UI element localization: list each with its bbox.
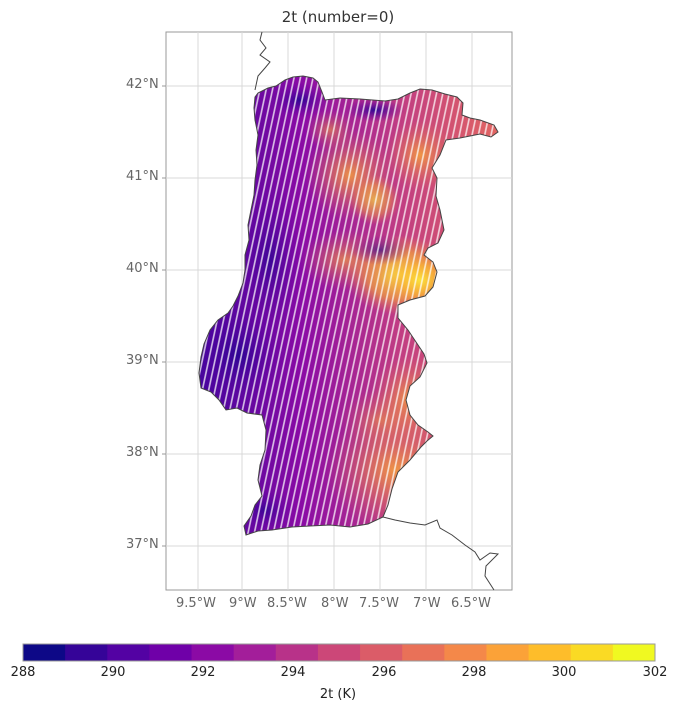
colorbar-segment (107, 644, 150, 661)
lat-label-40: 40°N (126, 261, 159, 276)
map-title: 2t (number=0) (281, 8, 395, 26)
coastline-borders (198, 31, 500, 591)
colorbar-segment (444, 644, 487, 661)
colorbar-segment (191, 644, 235, 661)
colorbar-segment (275, 644, 319, 661)
colorbar-segment (23, 644, 66, 661)
colorbar-segment (317, 644, 361, 661)
colorbar-tick-300: 300 (551, 665, 577, 680)
colorbar-tick-292: 292 (190, 665, 216, 680)
colorbar-segment (402, 644, 445, 661)
colorbar-segment (612, 644, 656, 661)
lon-label-8: 8°W (321, 596, 349, 611)
colorbar-segment (486, 644, 530, 661)
lon-label-8.5: 8.5°W (267, 596, 308, 611)
lon-label-9.5: 9.5°W (176, 596, 217, 611)
colorbar-tick-290: 290 (100, 665, 126, 680)
lat-label-37: 37°N (126, 537, 159, 552)
axis-ticks (162, 85, 166, 547)
colorbar-segment (65, 644, 108, 661)
colorbar-segment (570, 644, 614, 661)
colorbar-tick-294: 294 (280, 665, 306, 680)
colorbar (22, 643, 656, 662)
lat-label-41: 41°N (126, 169, 159, 184)
colorbar-frame (22, 643, 656, 662)
colorbar-label: 2t (K) (319, 687, 357, 702)
lon-label-7.5: 7.5°W (359, 596, 400, 611)
colorbar-tick-298: 298 (461, 665, 487, 680)
lat-label-39: 39°N (126, 353, 159, 368)
colorbar-segment (528, 644, 572, 661)
lon-label-7: 7°W (413, 596, 441, 611)
lat-label-38: 38°N (126, 445, 159, 460)
lon-label-9: 9°W (229, 596, 257, 611)
lon-label-6.5: 6.5°W (451, 596, 492, 611)
lat-label-42: 42°N (126, 77, 159, 92)
colorbar-segment (233, 644, 277, 661)
colorbar-tick-296: 296 (371, 665, 397, 680)
colorbar-segment (360, 644, 403, 661)
colorbar-segment (149, 644, 193, 661)
colorbar-tick-302: 302 (642, 665, 668, 680)
colorbar-tick-288: 288 (10, 665, 36, 680)
